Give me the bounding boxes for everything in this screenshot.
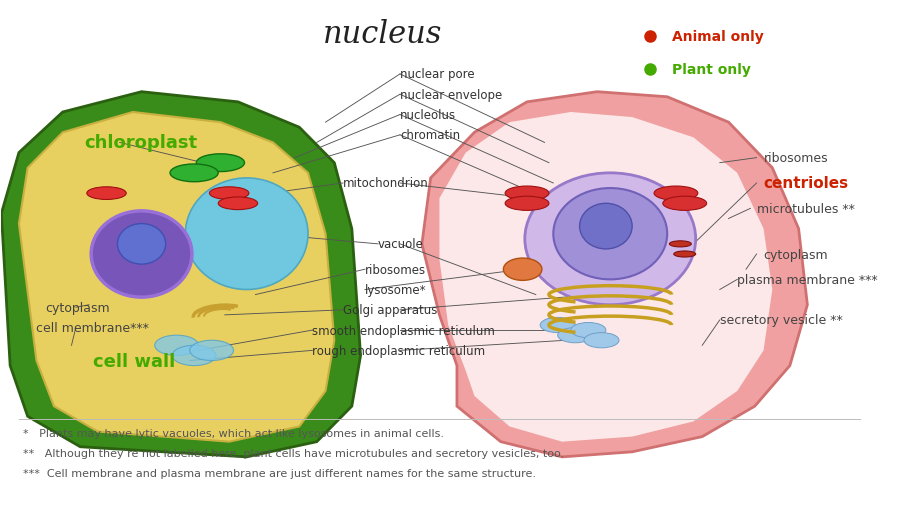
Ellipse shape <box>674 251 696 258</box>
Text: Plant only: Plant only <box>671 63 750 77</box>
Text: smooth endoplasmic reticulum: smooth endoplasmic reticulum <box>312 324 495 337</box>
Text: ribosomes: ribosomes <box>764 152 828 165</box>
Text: vacuole: vacuole <box>378 238 424 251</box>
Text: cytoplasm: cytoplasm <box>45 301 110 314</box>
Text: chromatin: chromatin <box>400 129 460 142</box>
Text: nuclear envelope: nuclear envelope <box>400 89 502 101</box>
Ellipse shape <box>571 323 606 338</box>
Ellipse shape <box>525 174 696 305</box>
Text: ribosomes: ribosomes <box>365 263 426 276</box>
Ellipse shape <box>190 341 233 361</box>
Text: plasma membrane ***: plasma membrane *** <box>737 273 878 286</box>
Polygon shape <box>2 93 361 457</box>
Text: lysosome*: lysosome* <box>365 284 426 296</box>
Polygon shape <box>19 113 335 442</box>
Ellipse shape <box>541 318 575 333</box>
Ellipse shape <box>669 241 691 247</box>
Text: chloroplast: chloroplast <box>84 134 198 152</box>
Text: **   Although they’re not labelled here, plant cells have microtubules and secre: ** Although they’re not labelled here, p… <box>24 448 564 458</box>
Ellipse shape <box>219 197 258 210</box>
Text: Golgi apparatus: Golgi apparatus <box>343 304 437 317</box>
Ellipse shape <box>92 211 192 298</box>
Ellipse shape <box>558 328 593 343</box>
Ellipse shape <box>505 197 549 211</box>
Text: nucleus: nucleus <box>323 19 443 50</box>
Ellipse shape <box>185 179 308 290</box>
Ellipse shape <box>654 187 697 201</box>
Ellipse shape <box>663 197 707 211</box>
Ellipse shape <box>580 204 632 249</box>
Ellipse shape <box>155 335 199 356</box>
Ellipse shape <box>210 187 249 200</box>
Text: cell wall: cell wall <box>93 352 176 370</box>
Text: cytoplasm: cytoplasm <box>764 248 828 261</box>
Ellipse shape <box>553 189 668 280</box>
Text: centrioles: centrioles <box>764 176 849 191</box>
Text: cell membrane***: cell membrane*** <box>36 321 150 334</box>
Text: nuclear pore: nuclear pore <box>400 68 474 81</box>
Text: microtubules **: microtubules ** <box>756 203 854 215</box>
Ellipse shape <box>584 333 619 348</box>
Text: mitochondrion: mitochondrion <box>343 177 429 190</box>
Polygon shape <box>439 113 773 442</box>
Text: secretory vesicle **: secretory vesicle ** <box>720 314 843 327</box>
Ellipse shape <box>87 187 126 200</box>
Text: ***  Cell membrane and plasma membrane are just different names for the same str: *** Cell membrane and plasma membrane ar… <box>24 468 536 478</box>
Ellipse shape <box>118 224 166 265</box>
Ellipse shape <box>172 346 216 366</box>
Text: rough endoplasmic reticulum: rough endoplasmic reticulum <box>312 344 485 357</box>
Text: nucleolus: nucleolus <box>400 109 456 122</box>
Ellipse shape <box>170 164 219 182</box>
Text: Animal only: Animal only <box>671 30 764 44</box>
Text: *   Plants may have lytic vacuoles, which act like lysosomes in animal cells.: * Plants may have lytic vacuoles, which … <box>24 428 444 438</box>
Circle shape <box>503 259 541 281</box>
Ellipse shape <box>196 155 245 172</box>
Polygon shape <box>422 93 807 457</box>
Ellipse shape <box>505 187 549 201</box>
